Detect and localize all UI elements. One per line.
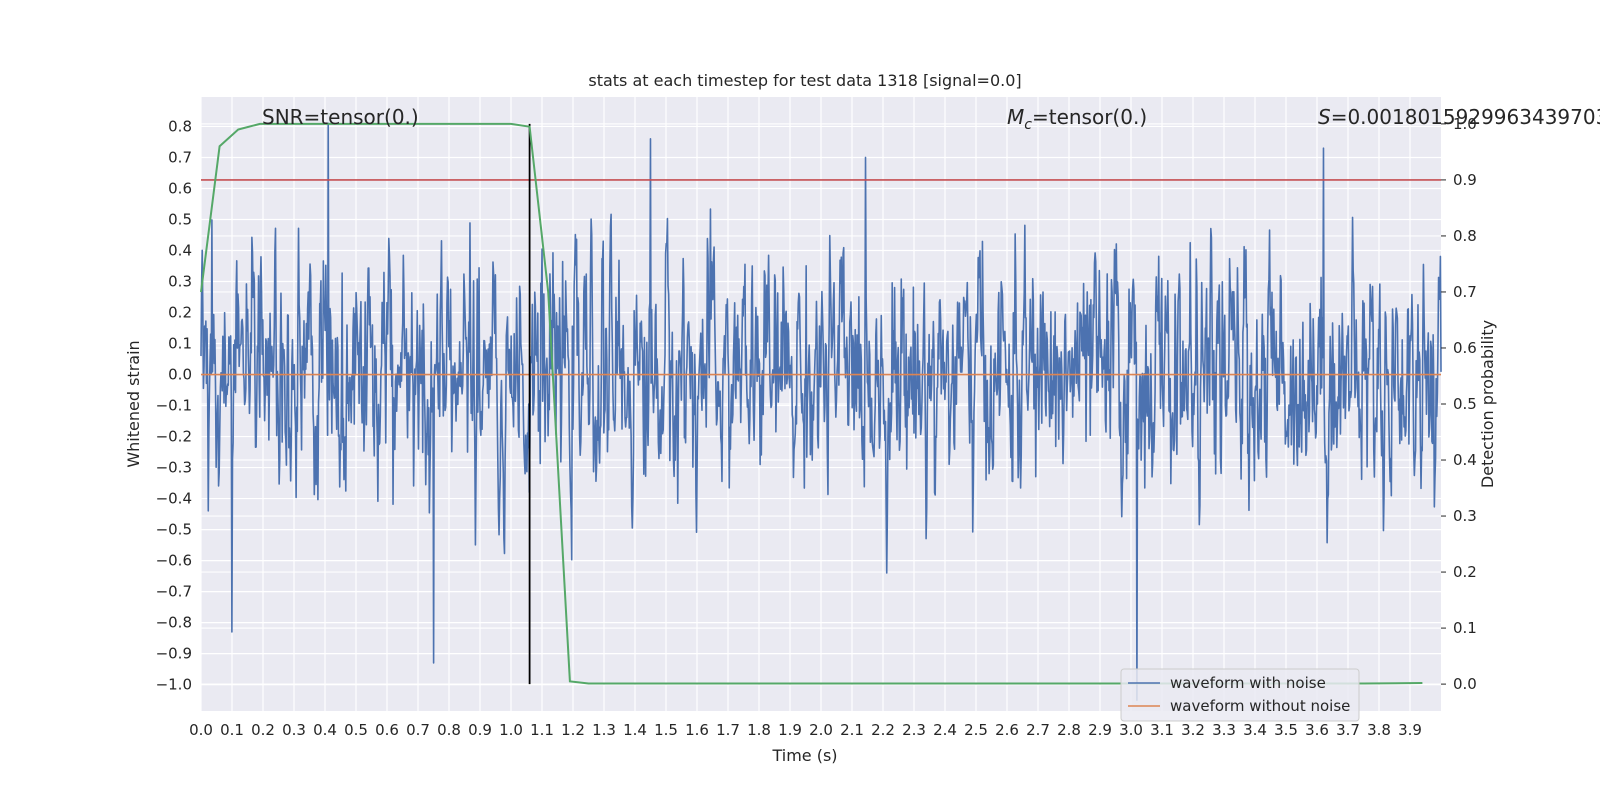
x-tick-label: 1.9	[778, 721, 802, 739]
x-tick-label: 2.8	[1057, 721, 1081, 739]
x-tick-label: 3.3	[1212, 721, 1236, 739]
s-symbol: S	[1318, 105, 1331, 129]
legend-label-noise: waveform with noise	[1170, 674, 1326, 692]
y-left-tick-label: 0.6	[168, 179, 192, 197]
y-left-tick-label: 0.5	[168, 210, 192, 228]
y-axis-right-label: Detection probability	[1478, 320, 1497, 488]
y-right-tick-label: 0.7	[1453, 283, 1477, 301]
s-value: =0.0018015929963439703	[1331, 105, 1600, 129]
series-detection-probability	[200, 122, 1423, 685]
y-right-tick-label: 0.3	[1453, 507, 1477, 525]
x-tick-label: 2.7	[1026, 721, 1050, 739]
x-tick-label: 3.4	[1243, 721, 1267, 739]
x-tick-label: 2.0	[809, 721, 833, 739]
y-axis-left-label: Whitened strain	[124, 340, 143, 467]
y-axis-right-ticks: 1.0 0.9 0.8 0.7 0.6 0.5 0.4 0.3 0.2 0.1 0.0	[1441, 115, 1477, 693]
x-tick-label: 2.3	[902, 721, 926, 739]
y-left-tick-label: −0.8	[156, 614, 192, 632]
y-right-tick-label: 0.4	[1453, 451, 1477, 469]
series-waveform-with-noise	[200, 122, 1442, 701]
y-left-tick-label: −0.2	[156, 428, 192, 446]
x-tick-label: 1.7	[716, 721, 740, 739]
x-tick-label: 2.9	[1088, 721, 1112, 739]
x-axis-label: Time (s)	[771, 746, 837, 765]
x-tick-label: 0.2	[251, 721, 275, 739]
probability-group	[200, 122, 1423, 685]
x-tick-label: 0.3	[282, 721, 306, 739]
x-tick-label: 1.8	[747, 721, 771, 739]
noise-waveform-group	[200, 122, 1442, 701]
y-right-tick-label: 0.6	[1453, 339, 1477, 357]
y-left-tick-label: 0.8	[168, 117, 192, 135]
x-tick-label: 3.0	[1119, 721, 1143, 739]
x-tick-label: 3.2	[1181, 721, 1205, 739]
x-tick-label: 3.7	[1336, 721, 1360, 739]
mc-subscript: c	[1024, 117, 1032, 133]
x-tick-label: 3.6	[1305, 721, 1329, 739]
y-left-tick-label: −0.7	[156, 583, 192, 601]
x-tick-label: 2.2	[871, 721, 895, 739]
legend: waveform with noise waveform without noi…	[1120, 668, 1360, 722]
y-left-tick-label: −0.4	[156, 490, 192, 508]
legend-label-clean: waveform without noise	[1170, 697, 1350, 715]
y-left-tick-label: −0.6	[156, 552, 192, 570]
y-left-tick-label: −0.1	[156, 397, 192, 415]
mc-annotation: Mc=tensor(0.)	[1007, 105, 1147, 133]
y-left-tick-label: 0.1	[168, 335, 192, 353]
y-right-tick-label: 0.0	[1453, 675, 1477, 693]
y-left-tick-label: −0.5	[156, 521, 192, 539]
y-left-tick-label: 0.2	[168, 304, 192, 322]
legend-box	[1120, 668, 1360, 722]
x-tick-label: 1.2	[561, 721, 585, 739]
mc-symbol: M	[1007, 105, 1024, 129]
x-tick-label: 1.1	[530, 721, 554, 739]
x-tick-label: 2.6	[995, 721, 1019, 739]
y-left-tick-label: −1.0	[156, 676, 192, 694]
x-tick-label: 0.5	[344, 721, 368, 739]
mc-value: =tensor(0.)	[1032, 105, 1147, 129]
x-tick-label: 3.8	[1367, 721, 1391, 739]
y-left-tick-label: −0.9	[156, 645, 192, 663]
snr-annotation: SNR=tensor(0.)	[262, 105, 419, 129]
y-right-tick-label: 0.9	[1453, 171, 1477, 189]
y-left-tick-label: 0.4	[168, 242, 192, 260]
y-right-tick-label: 0.2	[1453, 563, 1477, 581]
x-tick-label: 2.5	[964, 721, 988, 739]
x-tick-label: 0.4	[313, 721, 337, 739]
y-left-tick-label: 0.0	[168, 366, 192, 384]
y-right-tick-label: 1.0	[1453, 115, 1477, 133]
x-tick-label: 2.4	[933, 721, 957, 739]
x-tick-label: 1.0	[499, 721, 523, 739]
y-axis-left-ticks: 0.8 0.7 0.6 0.5 0.4 0.3 0.2 0.1 0.0 −0.1 −0.2 −0.3 −…	[156, 117, 192, 693]
x-tick-label: 3.1	[1150, 721, 1174, 739]
x-tick-label: 3.5	[1274, 721, 1298, 739]
x-tick-label: 0.7	[406, 721, 430, 739]
y-right-tick-label: 0.5	[1453, 395, 1477, 413]
x-tick-label: 3.9	[1398, 721, 1422, 739]
s-annotation: S=0.0018015929963439703	[1318, 105, 1600, 129]
x-tick-label: 0.1	[220, 721, 244, 739]
x-tick-label: 1.6	[685, 721, 709, 739]
y-left-tick-label: 0.7	[168, 148, 192, 166]
y-right-tick-label: 0.1	[1453, 619, 1477, 637]
x-tick-label: 1.3	[592, 721, 616, 739]
x-tick-label: 2.1	[840, 721, 864, 739]
x-tick-label: 0.0	[189, 721, 213, 739]
y-left-tick-label: −0.3	[156, 459, 192, 477]
x-tick-label: 1.5	[654, 721, 678, 739]
chart-title: stats at each timestep for test data 131…	[588, 71, 1021, 90]
x-tick-label: 1.4	[623, 721, 647, 739]
x-tick-label: 0.9	[468, 721, 492, 739]
y-left-tick-label: 0.3	[168, 273, 192, 291]
x-tick-label: 0.8	[437, 721, 461, 739]
x-axis-ticks: 0.0 0.1 0.2 0.3 0.4 0.5 0.6 0.7 0.8 0.9 1.0 1.1 1.2 1…	[189, 721, 1422, 739]
x-tick-label: 0.6	[375, 721, 399, 739]
y-right-tick-label: 0.8	[1453, 227, 1477, 245]
